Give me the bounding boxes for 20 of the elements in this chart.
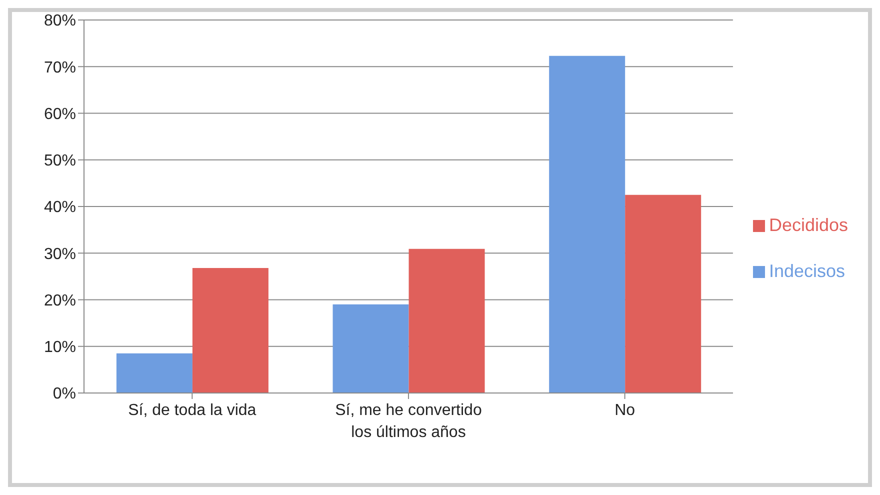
x-tick-label: Sí, me he convertido los últimos años — [335, 402, 482, 441]
y-tick-label: 30% — [44, 246, 76, 263]
y-tick-label: 60% — [44, 106, 76, 123]
x-tick-label: Sí, de toda la vida — [128, 402, 256, 419]
y-tick-label: 50% — [44, 152, 76, 170]
y-tick-label: 0% — [52, 386, 76, 403]
y-tick-label: 10% — [44, 339, 76, 356]
bar — [408, 248, 485, 393]
bar — [116, 353, 192, 393]
bar — [549, 56, 626, 393]
y-tick-label: 80% — [44, 12, 76, 30]
y-tick-label: 40% — [44, 199, 76, 216]
bar — [192, 268, 268, 393]
x-tick-label: No — [614, 402, 636, 419]
y-tick-label: 70% — [44, 59, 76, 76]
y-tick-label: 20% — [44, 292, 76, 310]
bar — [625, 194, 702, 393]
legend-label: Indecisos — [768, 260, 845, 280]
bar — [332, 304, 409, 393]
legend-label: Decididos — [768, 214, 848, 234]
